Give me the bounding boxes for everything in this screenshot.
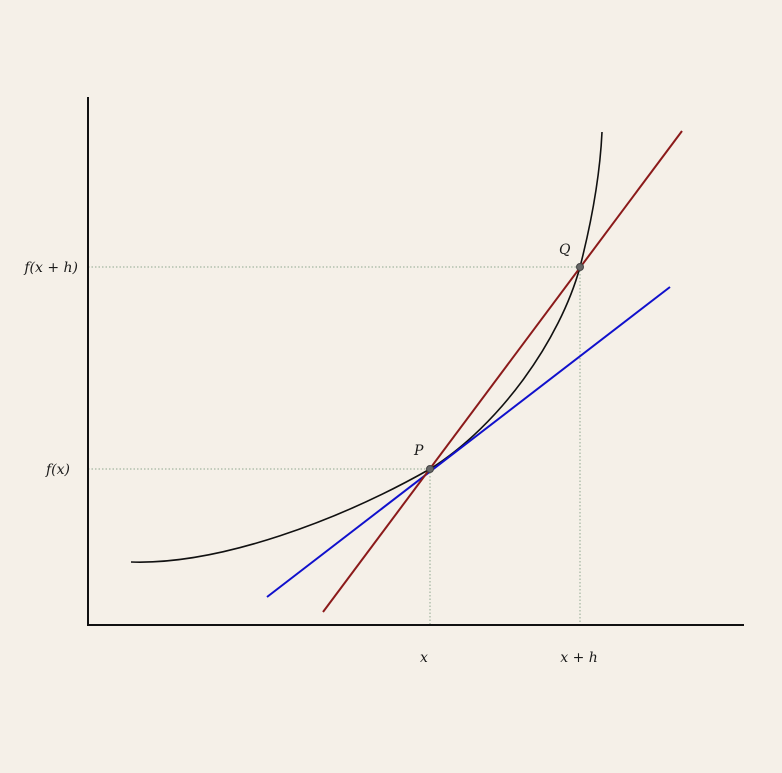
point-p-label: P: [413, 443, 424, 459]
function-curve: [130, 131, 603, 563]
tick-label-fx: f(x): [45, 462, 70, 478]
point-q-marker: [576, 263, 584, 271]
point-q-label: Q: [559, 242, 571, 258]
secant-line: [322, 130, 683, 613]
tangent-line: [266, 286, 671, 598]
tick-label-x: x: [420, 650, 428, 666]
tick-label-fxh: f(x + h): [23, 260, 78, 276]
point-p-marker: [426, 465, 434, 473]
tick-label-x-plus-h: x + h: [560, 650, 598, 666]
